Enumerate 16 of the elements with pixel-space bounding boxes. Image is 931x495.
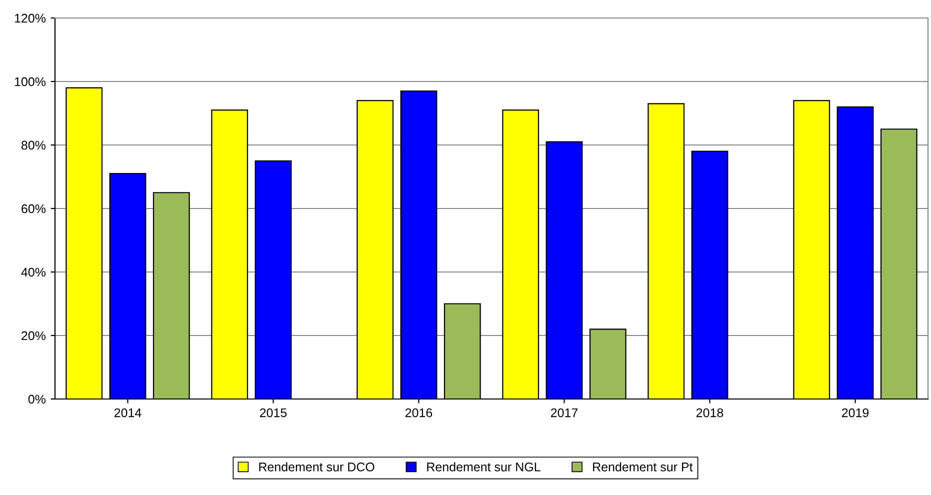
legend-label: Rendement sur DCO bbox=[259, 462, 374, 472]
y-tick-label: 100% bbox=[14, 77, 46, 86]
y-tick-label: 40% bbox=[21, 268, 46, 277]
x-tick-label: 2015 bbox=[260, 408, 287, 418]
x-tick-label: 2017 bbox=[550, 408, 578, 418]
y-tick-label: 20% bbox=[22, 331, 46, 340]
x-tick-label: 2014 bbox=[114, 408, 142, 418]
y-tick-label: 0% bbox=[28, 394, 46, 404]
x-tick-label: 2018 bbox=[696, 408, 724, 418]
y-tick-label: 80% bbox=[22, 140, 46, 150]
x-tick-label: 2016 bbox=[405, 408, 432, 418]
y-tick-label: 120% bbox=[14, 14, 46, 23]
y-tick-label: 60% bbox=[22, 204, 46, 214]
legend-label: Rendement sur Pt bbox=[593, 462, 693, 472]
legend-label: Rendement sur NGL bbox=[427, 462, 540, 472]
x-tick-label: 2019 bbox=[842, 408, 869, 418]
